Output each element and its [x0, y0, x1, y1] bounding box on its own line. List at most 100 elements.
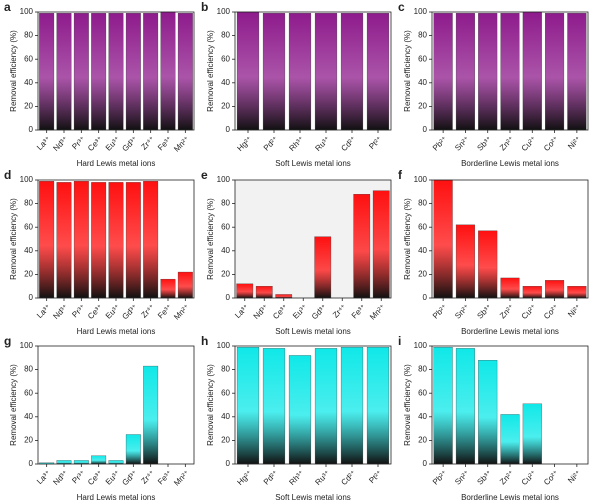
- y-tick-label: 60: [221, 222, 230, 231]
- y-tick-label: 80: [418, 199, 427, 208]
- y-tick-label: 60: [418, 388, 427, 397]
- x-tick-label: Mn²⁺: [368, 303, 387, 322]
- y-tick-label: 20: [24, 270, 33, 279]
- bar: [262, 348, 286, 465]
- x-tick-label: Co²⁺: [542, 469, 560, 487]
- y-tick-label: 80: [418, 365, 427, 374]
- x-tick-label: Cu²⁺: [520, 303, 538, 321]
- x-tick-label: Cd²⁺: [339, 469, 357, 487]
- x-tick-label: Co²⁺: [542, 135, 560, 153]
- x-tick-label: Sn²⁺: [453, 303, 471, 321]
- x-tick-label: Eu³⁺: [104, 303, 122, 321]
- bar: [478, 13, 498, 131]
- x-tick-label: Pd²⁺: [262, 135, 280, 153]
- plot-frame: [431, 345, 589, 465]
- y-tick-label: 0: [226, 125, 231, 134]
- x-tick-label: Fe³⁺: [156, 303, 174, 321]
- x-tick-label: Sb³⁺: [475, 135, 493, 153]
- x-tick-label: Cd²⁺: [339, 135, 357, 153]
- y-tick-label: 60: [24, 222, 33, 231]
- y-tick-label: 100: [414, 7, 428, 16]
- y-tick-label: 60: [24, 54, 33, 63]
- panel-letter: g: [4, 334, 11, 348]
- bar: [255, 286, 273, 299]
- y-tick-label: 40: [418, 78, 427, 87]
- bar: [522, 11, 542, 131]
- x-axis-label: Soft Lewis metal ions: [275, 159, 351, 168]
- bar: [275, 294, 293, 299]
- y-tick-label: 40: [221, 78, 230, 87]
- x-tick-label: Pr³⁺: [70, 135, 87, 152]
- plot-frame: [431, 11, 589, 131]
- y-tick-label: 0: [423, 293, 428, 302]
- x-tick-label: Pd²⁺: [262, 469, 280, 487]
- y-tick-label: 80: [24, 365, 33, 374]
- bar: [143, 365, 159, 465]
- bar: [108, 460, 124, 465]
- y-axis-label: Removal efficiency (%): [206, 198, 215, 280]
- x-tick-label: Ru³⁺: [313, 469, 331, 487]
- bar: [500, 277, 520, 299]
- x-tick-label: Pt²⁺: [367, 135, 384, 152]
- y-tick-label: 0: [226, 293, 231, 302]
- bar: [500, 13, 520, 131]
- bar: [314, 348, 338, 465]
- bar: [455, 348, 475, 465]
- x-axis-label: Hard Lewis metal ions: [77, 159, 156, 168]
- x-tick-label: Zn²⁺: [498, 303, 516, 321]
- x-tick-label: Fe³⁺: [156, 469, 174, 487]
- x-tick-label: Cu²⁺: [520, 469, 538, 487]
- bar: [288, 355, 312, 465]
- y-tick-label: 40: [418, 246, 427, 255]
- y-tick-label: 0: [29, 125, 34, 134]
- bar: [340, 13, 364, 131]
- bar: [56, 13, 72, 131]
- bar: [91, 455, 107, 465]
- x-tick-label: Sn²⁺: [453, 135, 471, 153]
- bar: [522, 286, 542, 299]
- x-tick-label: Cu²⁺: [520, 135, 538, 153]
- y-axis-label: Removal efficiency (%): [403, 198, 412, 280]
- plot-frame: [431, 179, 589, 299]
- x-axis-label: Hard Lewis metal ions: [77, 493, 156, 500]
- bar: [39, 13, 55, 131]
- y-tick-label: 60: [221, 54, 230, 63]
- bar: [433, 347, 453, 465]
- bar: [160, 278, 176, 299]
- y-tick-label: 100: [217, 7, 231, 16]
- y-tick-label: 0: [423, 125, 428, 134]
- x-tick-label: Mn²⁺: [172, 303, 191, 322]
- plot-frame: [234, 11, 392, 131]
- x-tick-label: Eu³⁺: [104, 469, 122, 487]
- x-tick-label: Pb²⁺: [431, 135, 449, 153]
- bar: [125, 182, 141, 299]
- y-tick-label: 0: [29, 459, 34, 468]
- x-tick-label: Fe³⁺: [156, 135, 174, 153]
- x-tick-label: Hg²⁺: [235, 469, 253, 487]
- y-tick-label: 20: [418, 436, 427, 445]
- x-tick-label: Eu³⁺: [291, 303, 309, 321]
- x-tick-label: Nd³⁺: [51, 469, 69, 487]
- y-axis-label: Removal efficiency (%): [403, 30, 412, 112]
- x-tick-label: La³⁺: [35, 469, 53, 487]
- y-axis-label: Removal efficiency (%): [206, 30, 215, 112]
- bar: [108, 182, 124, 299]
- x-tick-label: Pb²⁺: [431, 303, 449, 321]
- x-tick-label: Pt²⁺: [367, 469, 384, 486]
- bar: [73, 181, 89, 299]
- x-tick-label: Pr³⁺: [70, 469, 87, 486]
- y-tick-label: 20: [24, 436, 33, 445]
- x-tick-label: Ce³⁺: [86, 135, 104, 153]
- bar: [545, 280, 565, 299]
- y-tick-label: 20: [221, 436, 230, 445]
- y-axis-label: Removal efficiency (%): [403, 364, 412, 446]
- bar: [91, 13, 107, 131]
- x-tick-label: Eu³⁺: [104, 135, 122, 153]
- x-tick-label: Ni²⁺: [566, 469, 583, 486]
- x-tick-label: Fe³⁺: [350, 303, 368, 321]
- bar: [500, 414, 520, 465]
- x-tick-label: Zr⁴⁺: [139, 469, 156, 486]
- y-tick-label: 80: [221, 199, 230, 208]
- y-axis-label: Removal efficiency (%): [9, 364, 18, 446]
